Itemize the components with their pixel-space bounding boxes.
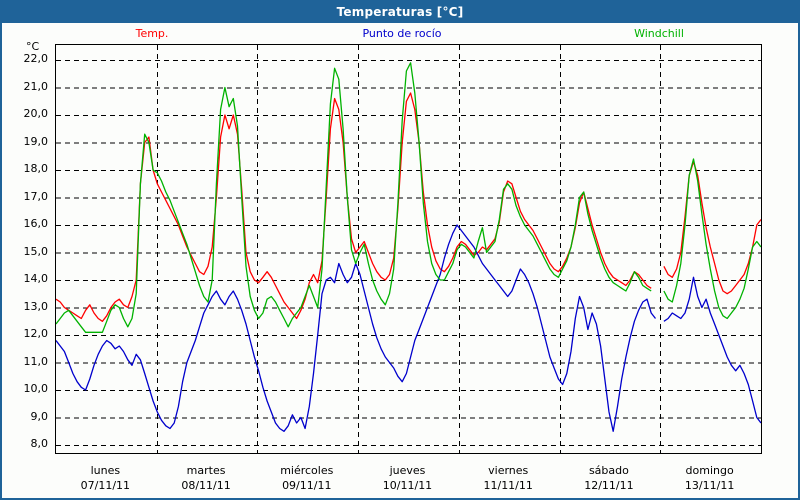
x-axis-day-label: sábado 12/11/11 [559, 464, 660, 492]
x-axis-date: 08/11/11 [181, 479, 231, 492]
y-axis-tick-label: 18,0 [23, 162, 49, 175]
y-axis-tick-label: 10,0 [23, 382, 49, 395]
x-axis-date: 07/11/11 [80, 479, 131, 492]
y-axis-tick-label: 9,0 [30, 409, 49, 423]
x-axis-day-label: domingo 13/11/11 [659, 464, 760, 492]
x-axis-date: 09/11/11 [282, 479, 332, 492]
plot-area [55, 44, 762, 454]
x-axis-day-name: miércoles [280, 464, 334, 477]
legend-item-dewpoint: Punto de rocío [362, 27, 442, 40]
x-axis-day-label: viernes 11/11/11 [458, 464, 559, 492]
x-axis-date: 13/11/11 [684, 479, 735, 492]
x-axis-day-name: lunes [90, 464, 121, 477]
x-axis-day-name: viernes [488, 464, 529, 477]
y-axis-tick-label: 22,0 [23, 52, 49, 65]
x-axis-day-name: domingo [685, 464, 734, 477]
series-windchill [56, 62, 761, 333]
y-axis-tick-label: 13,0 [23, 299, 49, 313]
x-axis-date: 10/11/11 [382, 479, 433, 492]
series-temp [56, 92, 761, 322]
x-axis-day-label: jueves 10/11/11 [357, 464, 458, 492]
x-axis-date: 11/11/11 [483, 479, 533, 492]
y-axis-tick-label: 15,0 [23, 244, 49, 258]
y-axis-tick-label: 16,0 [23, 217, 49, 230]
x-axis-day-name: martes [186, 464, 226, 477]
x-axis-day-label: lunes 07/11/11 [55, 464, 156, 492]
y-axis-tick-label: 11,0 [23, 354, 49, 368]
legend-item-temp: Temp. [135, 27, 169, 40]
series-line [663, 161, 761, 295]
series-line [56, 62, 652, 333]
y-axis-tick-label: 19,0 [23, 134, 49, 148]
series-line [56, 224, 657, 432]
series-line [56, 92, 652, 322]
y-axis-tick-label: 21,0 [23, 79, 49, 93]
y-axis-tick-label: 14,0 [23, 272, 49, 285]
y-axis-tick-label: 20,0 [23, 107, 49, 120]
window-title: Temperaturas [°C] [2, 2, 798, 23]
series-dewpoint [56, 224, 761, 432]
legend-item-windchill: Windchill [634, 27, 684, 40]
x-axis-date: 12/11/11 [584, 479, 634, 492]
x-axis-day-label: martes 08/11/11 [156, 464, 257, 492]
series-line [663, 158, 761, 320]
series-line [663, 276, 761, 424]
x-axis-day-name: jueves [389, 464, 426, 477]
y-axis-unit: °C [26, 40, 40, 53]
y-axis-tick-label: 17,0 [23, 189, 49, 203]
y-axis-tick-label: 8,0 [30, 437, 49, 450]
y-axis-tick-label: 12,0 [23, 327, 49, 340]
x-axis-day-label: miércoles 09/11/11 [256, 464, 357, 492]
x-axis-day-name: sábado [588, 464, 629, 477]
chart-svg [56, 45, 761, 453]
